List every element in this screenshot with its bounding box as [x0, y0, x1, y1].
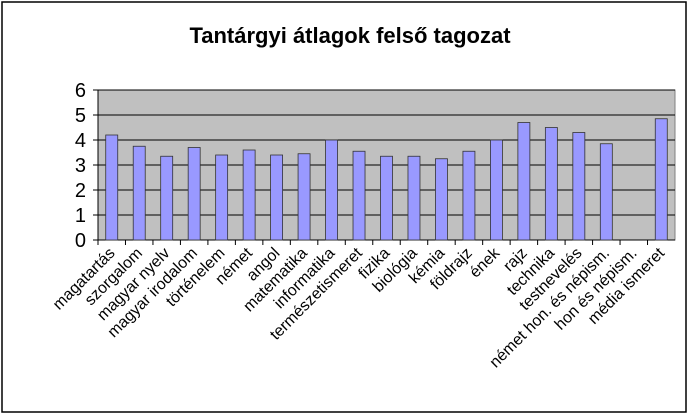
bar	[132, 145, 146, 241]
y-tick-label: 1	[75, 205, 86, 227]
bar	[407, 155, 421, 241]
y-tick-label: 5	[75, 105, 86, 127]
chart-title: Tantárgyi átlagok felső tagozat	[189, 23, 511, 48]
bar	[544, 127, 558, 241]
y-tick-label: 3	[75, 155, 86, 177]
bar	[297, 153, 311, 241]
bar	[242, 149, 256, 241]
bar	[490, 139, 503, 241]
bar	[270, 154, 283, 241]
y-tick-label: 2	[75, 180, 86, 202]
bar	[105, 134, 119, 241]
y-tick-label: 0	[75, 230, 86, 252]
bar	[654, 118, 668, 241]
y-tick-label: 6	[75, 80, 86, 102]
bar	[435, 158, 448, 241]
y-tick-label: 4	[75, 130, 86, 152]
bar	[462, 150, 476, 241]
bar	[572, 132, 586, 241]
bar	[380, 155, 393, 241]
bar	[187, 147, 201, 241]
bar	[517, 122, 531, 241]
bar	[215, 154, 229, 241]
bar	[160, 155, 174, 241]
bar	[325, 139, 338, 241]
bar	[599, 143, 613, 241]
bar	[352, 150, 366, 241]
